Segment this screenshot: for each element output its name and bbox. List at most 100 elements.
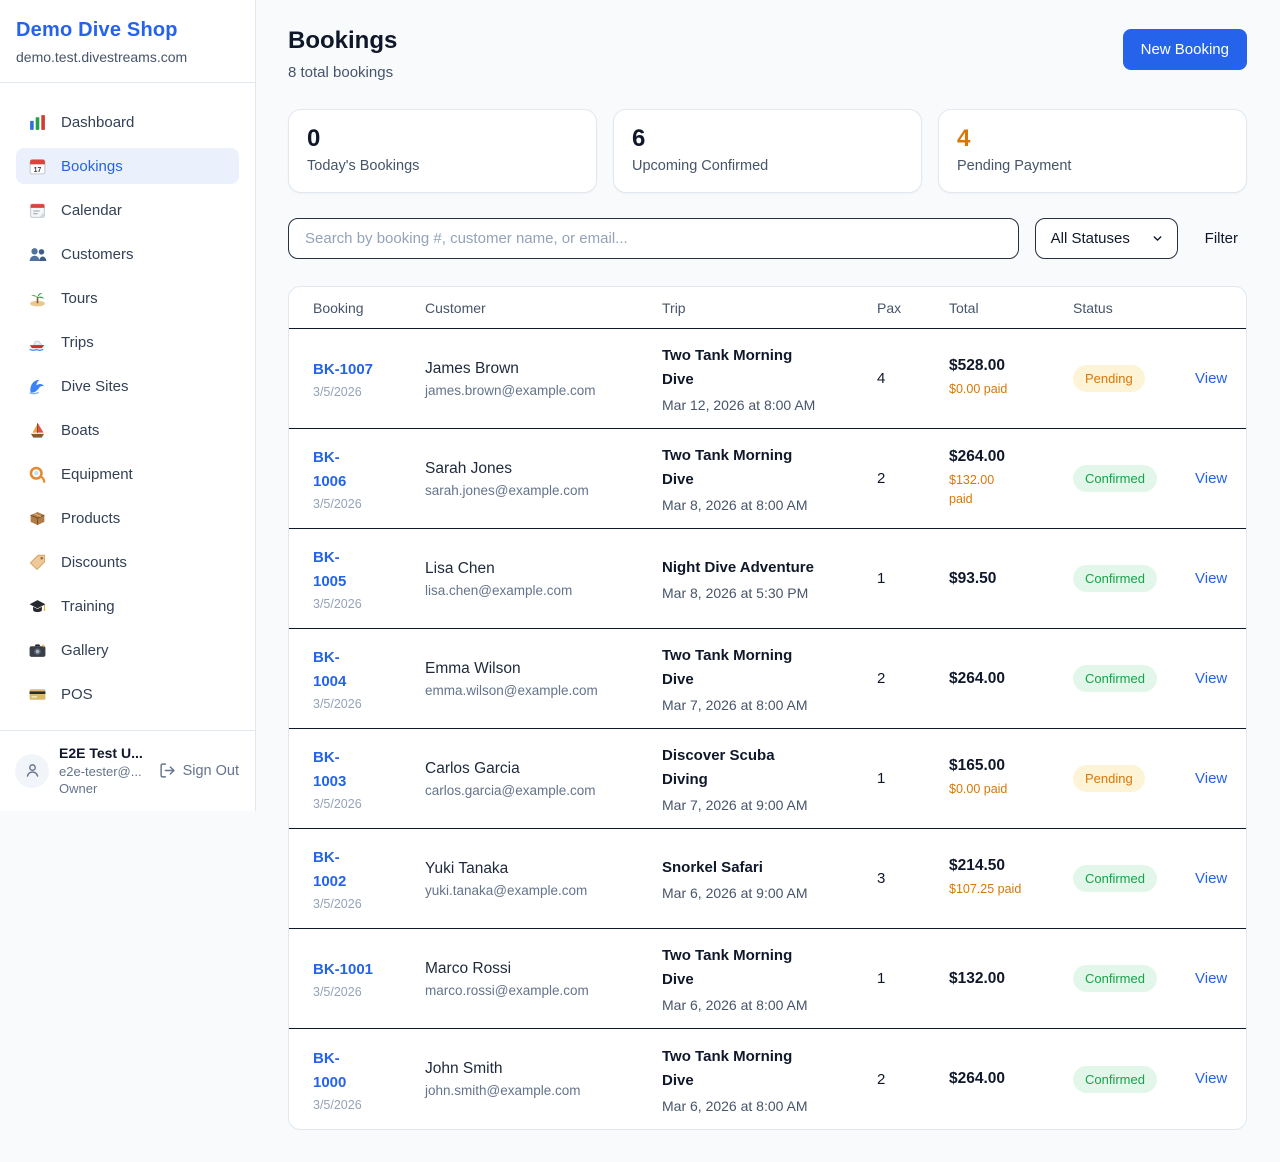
sidebar-item-label: Boats [61,421,100,439]
sidebar-item-pos[interactable]: POS [16,676,239,712]
sidebar-item-calendar[interactable]: Calendar [16,192,239,228]
view-link[interactable]: View [1195,569,1228,587]
sidebar-item-equipment[interactable]: Equipment [16,456,239,492]
customer-email: john.smith@example.com [425,1083,581,1098]
sidebar-item-training[interactable]: Training [16,588,239,624]
main-content: Bookings 8 total bookings New Booking 0 … [256,0,1280,1130]
booking-id-link[interactable]: BK- 1000 [313,1049,347,1091]
booking-date: 3/5/2026 [313,985,362,999]
view-link[interactable]: View [1195,469,1228,487]
stat-label: Upcoming Confirmed [632,158,769,175]
sidebar-item-discounts[interactable]: Discounts [16,544,239,580]
trip-datetime: Mar 7, 2026 at 9:00 AM [662,797,808,813]
customer-name: Marco Rossi [425,959,512,977]
view-link[interactable]: View [1195,869,1228,887]
trip-datetime: Mar 6, 2026 at 9:00 AM [662,885,808,901]
booking-id-link[interactable]: BK-1001 [313,961,374,978]
trip-datetime: Mar 8, 2026 at 8:00 AM [662,497,808,513]
view-link[interactable]: View [1195,1070,1228,1087]
trip-cell: Two Tank Morning Dive Mar 12, 2026 at 8:… [662,344,877,413]
sidebar-item-label: Dive Sites [61,377,129,395]
table-row: BK- 1002 3/5/2026 Yuki Tanaka yuki.tanak… [289,829,1246,929]
people-icon [28,245,47,264]
customer-cell: James Brown james.brown@example.com [425,360,662,398]
booking-id-link[interactable]: BK- 1006 [313,449,347,490]
sidebar-item-dashboard[interactable]: Dashboard [16,104,239,140]
column-header-status: Status [1073,299,1113,316]
booking-date: 3/5/2026 [313,897,362,911]
filter-button[interactable]: Filter [1204,230,1238,247]
table-row: BK- 1005 3/5/2026 Lisa Chen lisa.chen@ex… [289,529,1246,629]
new-booking-button[interactable]: New Booking [1122,29,1247,70]
table-body: BK-1007 3/5/2026 James Brown james.brown… [289,329,1246,1129]
chevron-down-icon [1153,236,1162,241]
customer-email: james.brown@example.com [425,382,596,398]
diving-mask-icon [28,465,47,484]
status-badge: Confirmed [1073,565,1157,592]
booking-id-link[interactable]: BK- 1004 [313,649,347,690]
pax-cell: 2 [877,670,886,687]
view-link[interactable]: View [1195,769,1228,787]
booking-id-link[interactable]: BK- 1002 [313,849,347,890]
bar-chart-icon [28,113,47,132]
sidebar-item-label: Bookings [61,157,123,175]
booking-id-link[interactable]: BK-1007 [313,361,374,378]
user-email: e2e-tester@... [59,763,142,779]
sidebar-item-trips[interactable]: Trips [16,324,239,360]
trip-datetime: Mar 7, 2026 at 8:00 AM [662,697,808,713]
status-cell: Confirmed [1073,1065,1195,1093]
booking-id-link[interactable]: BK- 1005 [313,549,347,590]
trip-cell: Two Tank Morning Dive Mar 8, 2026 at 8:0… [662,444,877,513]
status-cell: Confirmed [1073,465,1195,492]
status-select[interactable]: All Statuses [1034,218,1178,259]
status-badge: Confirmed [1073,1065,1157,1093]
customer-name: Carlos Garcia [425,759,520,777]
actions-cell: View [1195,970,1227,988]
trip-cell: Two Tank Morning Dive Mar 7, 2026 at 8:0… [662,644,877,713]
sidebar-item-products[interactable]: Products [16,500,239,536]
status-badge: Pending [1073,365,1145,392]
pax-cell: 1 [877,970,886,987]
sidebar-item-label: Trips [61,333,94,351]
booking-id-link[interactable]: BK- 1003 [313,749,347,790]
sidebar-item-customers[interactable]: Customers [16,236,239,272]
total-cell: $93.50 [949,570,1073,588]
pax-cell: 4 [877,370,886,387]
sidebar-item-tours[interactable]: Tours [16,280,239,316]
credit-card-icon [28,685,47,704]
table-row: BK- 1006 3/5/2026 Sarah Jones sarah.jone… [289,429,1246,529]
trip-cell: Snorkel Safari Mar 6, 2026 at 9:00 AM [662,856,877,901]
customer-name: Yuki Tanaka [425,859,509,877]
svg-text:17: 17 [34,166,42,173]
sidebar-item-label: Training [61,597,115,615]
customer-email: sarah.jones@example.com [425,482,589,498]
sidebar-item-label: Gallery [61,641,109,659]
tearoff-calendar-icon [28,201,47,220]
column-header-pax: Pax [877,299,902,316]
sidebar-item-boats[interactable]: Boats [16,412,239,448]
sidebar-item-label: Calendar [61,201,122,219]
package-icon [28,509,47,528]
view-link[interactable]: View [1195,369,1228,387]
sign-out-button[interactable]: Sign Out [159,762,241,779]
sidebar-item-label: Dashboard [61,113,135,131]
customer-cell: Sarah Jones sarah.jones@example.com [425,460,662,498]
total-amount: $93.50 [949,569,997,587]
view-link[interactable]: View [1195,969,1228,987]
pax-cell: 1 [877,570,886,587]
sidebar-item-label: Equipment [61,465,133,483]
view-link[interactable]: View [1195,669,1228,687]
sidebar-item-gallery[interactable]: Gallery [16,632,239,668]
tag-icon [28,553,47,572]
total-cell: $528.00 $0.00 paid [949,357,1073,399]
brand-block: Demo Dive Shop demo.test.divestreams.com [0,0,255,83]
paid-amount: $0.00 paid [949,782,1008,797]
column-header-total: Total [949,299,979,316]
sidebar-item-label: POS [61,685,93,703]
sidebar-item-dive-sites[interactable]: Dive Sites [16,368,239,404]
trip-name: Night Dive Adventure [662,559,814,576]
search-input[interactable] [288,218,1019,259]
avatar [15,753,49,788]
total-cell: $165.00 $0.00 paid [949,757,1073,799]
sidebar-item-bookings[interactable]: 17 Bookings [16,148,239,184]
